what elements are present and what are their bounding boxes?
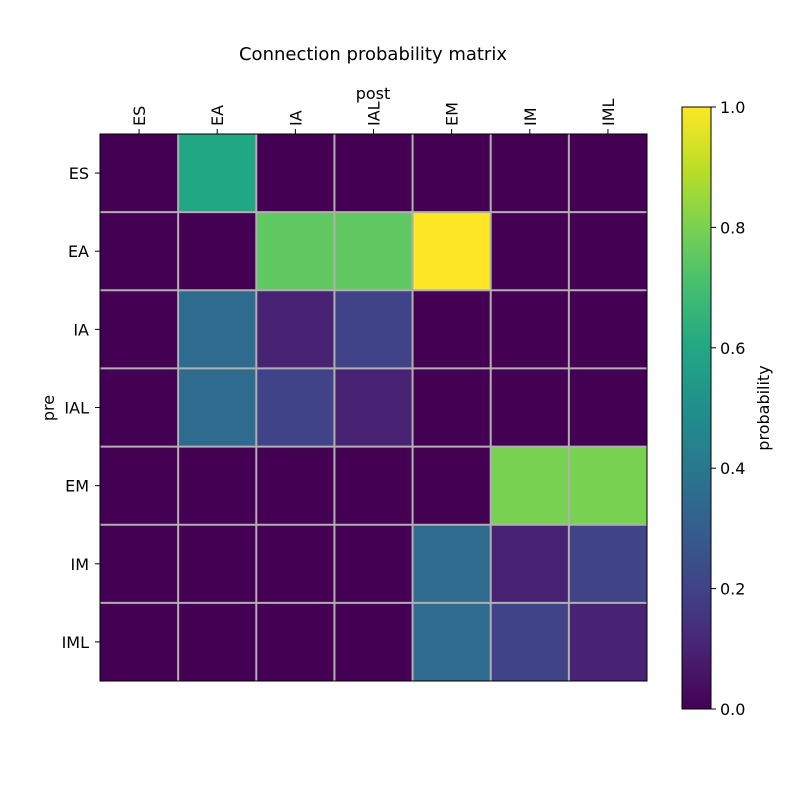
heatmap-cell: [490, 524, 570, 604]
x-tick-label: IAL: [365, 101, 384, 126]
y-tick-label: ES: [69, 164, 89, 183]
x-tick-label: IM: [521, 107, 540, 126]
heatmap-cell: [178, 134, 257, 213]
x-tick-label: EM: [443, 102, 462, 126]
x-tick-label: ES: [130, 106, 149, 126]
heatmap-cell: [100, 446, 179, 526]
heatmap-cell: [412, 134, 492, 213]
heatmap-cells: [100, 134, 648, 682]
heatmap-cell: [412, 602, 492, 682]
heatmap-cell: [100, 602, 179, 682]
heatmap-cell: [490, 212, 570, 291]
heatmap-cell: [256, 212, 335, 291]
heatmap-cell: [568, 524, 648, 604]
heatmap-cell: [256, 446, 335, 526]
heatmap-cell: [412, 368, 492, 448]
x-tick-label: IA: [286, 110, 305, 126]
heatmap-cell: [178, 368, 257, 448]
y-tick-label: EA: [68, 242, 89, 261]
y-tick-label: IML: [62, 633, 90, 652]
heatmap-cell: [334, 290, 414, 369]
heatmap-cell: [490, 602, 570, 682]
grid-lines: [100, 134, 647, 681]
heatmap-cell: [256, 134, 335, 213]
heatmap-cell: [490, 446, 570, 526]
heatmap-cell: [490, 290, 570, 369]
heatmap-cell: [568, 368, 648, 448]
heatmap-cell: [412, 212, 492, 291]
y-ticks: ES EA IA IAL EM IM IML: [62, 164, 100, 652]
colorbar-tick-label: 0.8: [720, 218, 745, 237]
chart-title: Connection probability matrix: [239, 44, 507, 65]
heatmap-cell: [568, 134, 648, 213]
heatmap-cell: [256, 290, 335, 369]
heatmap-cell: [334, 134, 414, 213]
heatmap-cell: [334, 524, 414, 604]
colorbar-ticks: 0.0 0.2 0.4 0.6 0.8 1.0: [711, 98, 745, 719]
heatmap-cell: [334, 446, 414, 526]
colorbar: [681, 106, 712, 710]
heatmap-cell: [412, 524, 492, 604]
y-tick-label: IAL: [64, 399, 89, 418]
heatmap-cell: [178, 212, 257, 291]
colorbar-tick-label: 0.2: [720, 580, 745, 599]
x-ticks: ES EA IA IAL EM IM IML: [130, 98, 618, 134]
x-axis-label: post: [356, 84, 391, 103]
y-tick-label: EM: [65, 477, 89, 496]
heatmap-cell: [178, 290, 257, 369]
heatmap-cell: [178, 524, 257, 604]
colorbar-tick-label: 0.4: [720, 459, 745, 478]
heatmap-cell: [334, 368, 414, 448]
heatmap-cell: [100, 212, 179, 291]
heatmap-cell: [178, 446, 257, 526]
heatmap-cell: [568, 212, 648, 291]
y-tick-label: IA: [73, 320, 89, 339]
heatmap-cell: [100, 524, 179, 604]
heatmap-cell: [490, 134, 570, 213]
colorbar-tick-label: 1.0: [720, 98, 745, 117]
heatmap-cell: [334, 212, 414, 291]
heatmap-cell: [334, 602, 414, 682]
colorbar-tick-label: 0.0: [720, 700, 745, 719]
colorbar-label: probability: [754, 365, 773, 450]
heatmap-cell: [412, 290, 492, 369]
x-tick-label: IML: [599, 98, 618, 126]
heatmap-cell: [568, 602, 648, 682]
heatmap-cell: [256, 602, 335, 682]
heatmap-cell: [256, 368, 335, 448]
heatmap-cell: [100, 368, 179, 448]
heatmap-cell: [490, 368, 570, 448]
x-tick-label: EA: [208, 105, 227, 126]
heatmap-cell: [178, 602, 257, 682]
y-tick-label: IM: [70, 555, 89, 574]
colorbar-tick-label: 0.6: [720, 339, 745, 358]
heatmap-cell: [568, 446, 648, 526]
heatmap-cell: [100, 134, 179, 213]
y-axis-label: pre: [39, 395, 58, 421]
heatmap-cell: [568, 290, 648, 369]
heatmap-cell: [412, 446, 492, 526]
heatmap-cell: [256, 524, 335, 604]
heatmap-cell: [100, 290, 179, 369]
